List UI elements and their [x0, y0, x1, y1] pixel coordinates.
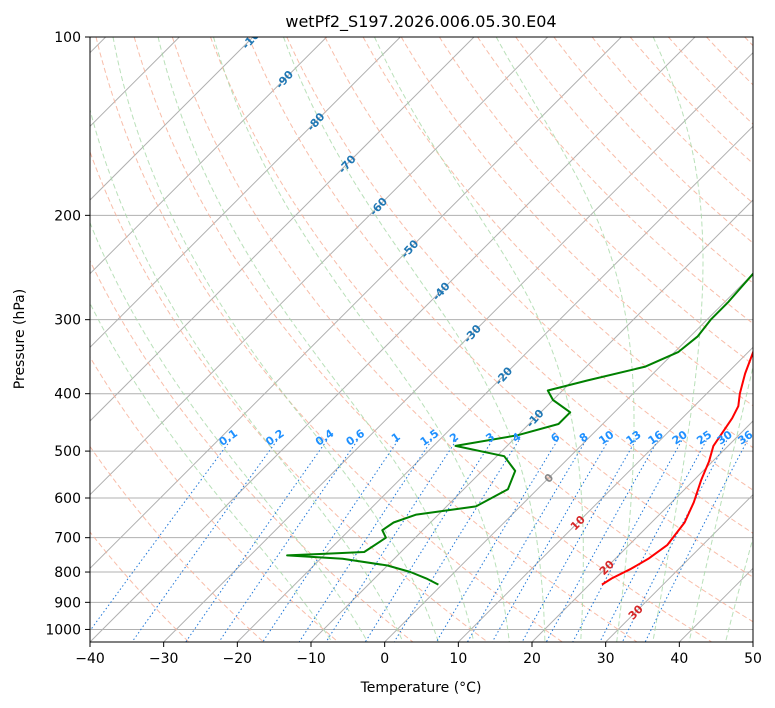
- isotherm-line: [90, 37, 696, 642]
- dry-adiabat-line: [324, 37, 753, 491]
- x-tick-label: 50: [744, 651, 762, 667]
- plot-frame: [89, 36, 754, 643]
- x-tick-label: −30: [149, 651, 179, 667]
- y-tick-label: 800: [54, 565, 81, 581]
- isotherm-line: [90, 37, 549, 496]
- moist-adiabat-line: [90, 107, 404, 642]
- temperature-profile-line: [601, 349, 753, 586]
- x-tick-label: 10: [449, 651, 467, 667]
- x-tick-label: −40: [75, 651, 105, 667]
- dry-adiabat-line: [95, 37, 563, 642]
- y-tick-label: 1000: [45, 622, 81, 638]
- isotherm-line: [90, 37, 328, 275]
- moist-adiabat-line: [112, 37, 439, 642]
- mixing-ratio-line: [185, 440, 328, 642]
- dry-adiabat-line: [90, 445, 264, 642]
- y-tick-label: 700: [54, 531, 81, 547]
- isotherm-line: [531, 420, 753, 642]
- moist-adiabat-line: [495, 37, 635, 642]
- x-tick-label: 20: [523, 651, 541, 667]
- dry-adiabat-line: [629, 37, 753, 165]
- mixing-ratio-line: [467, 440, 587, 642]
- dry-adiabat-line: [515, 37, 753, 284]
- isotherm-line: [457, 346, 753, 642]
- y-tick-label: 500: [54, 444, 81, 460]
- isotherm-line: [384, 272, 753, 642]
- moist-adiabat-line: [374, 37, 584, 642]
- moist-adiabat-line: [157, 37, 475, 642]
- isotherm-line: [90, 37, 475, 422]
- dry-adiabat-line: [438, 37, 753, 366]
- isotherm-line: [90, 37, 622, 570]
- dry-adiabat-line: [553, 37, 753, 244]
- mixing-ratio-line: [90, 440, 231, 632]
- mixing-ratio-line: [621, 440, 728, 642]
- mixing-ratio-line: [435, 440, 558, 642]
- mixing-ratio-line: [644, 440, 748, 642]
- y-tick-label: 300: [54, 313, 81, 329]
- isotherm-line: [90, 37, 254, 201]
- dry-adiabat-line: [286, 37, 753, 534]
- x-tick-label: 0: [380, 651, 389, 667]
- y-tick-label: 400: [54, 387, 81, 403]
- isotherm-line: [236, 125, 753, 642]
- mixing-ratio-line: [262, 440, 399, 642]
- isotherm-line: [163, 51, 753, 642]
- mixing-ratio-line: [599, 440, 707, 642]
- isotherm-line: [90, 37, 401, 349]
- mixing-ratio-label: 36: [735, 428, 755, 448]
- mixing-ratio-line: [491, 440, 609, 642]
- moist-adiabat-line: [213, 37, 510, 642]
- dry-adiabat-line: [210, 37, 753, 623]
- isotherm-line: [605, 493, 753, 642]
- x-tick-label: 40: [670, 651, 688, 667]
- x-tick-label: −20: [223, 651, 253, 667]
- x-tick-label: 30: [597, 651, 615, 667]
- moist-adiabat-line: [688, 364, 753, 642]
- moist-adiabat-line: [90, 302, 333, 642]
- dry-adiabat-line: [248, 37, 753, 578]
- chart-title: wetPf2_S197.2026.006.05.30.E04: [285, 12, 556, 32]
- dry-adiabat-line: [400, 37, 753, 407]
- y-tick-label: 200: [54, 208, 81, 224]
- y-tick-label: 900: [54, 595, 81, 611]
- mixing-ratio-line: [218, 440, 358, 642]
- moist-adiabat-line: [90, 221, 369, 642]
- dry-adiabat-line: [90, 356, 339, 642]
- dewpoint-profile-line: [286, 272, 753, 586]
- dry-adiabat-line: [171, 37, 712, 642]
- mixing-ratio-line: [572, 440, 683, 642]
- y-tick-label: 600: [54, 491, 81, 507]
- y-axis-label: Pressure (hPa): [12, 289, 28, 389]
- mixing-ratio-line: [364, 440, 493, 642]
- mixing-ratio-line: [393, 440, 520, 642]
- moist-adiabat-line: [283, 37, 546, 642]
- dry-adiabat-line: [90, 259, 414, 642]
- dry-adiabat-line: [362, 37, 753, 449]
- x-tick-label: −10: [296, 651, 326, 667]
- x-axis-label: Temperature (°C): [360, 680, 482, 696]
- y-tick-label: 100: [54, 30, 81, 46]
- mixing-ratio-line: [131, 440, 278, 642]
- mixing-ratio-line: [545, 440, 659, 642]
- dry-adiabat-line: [133, 37, 638, 642]
